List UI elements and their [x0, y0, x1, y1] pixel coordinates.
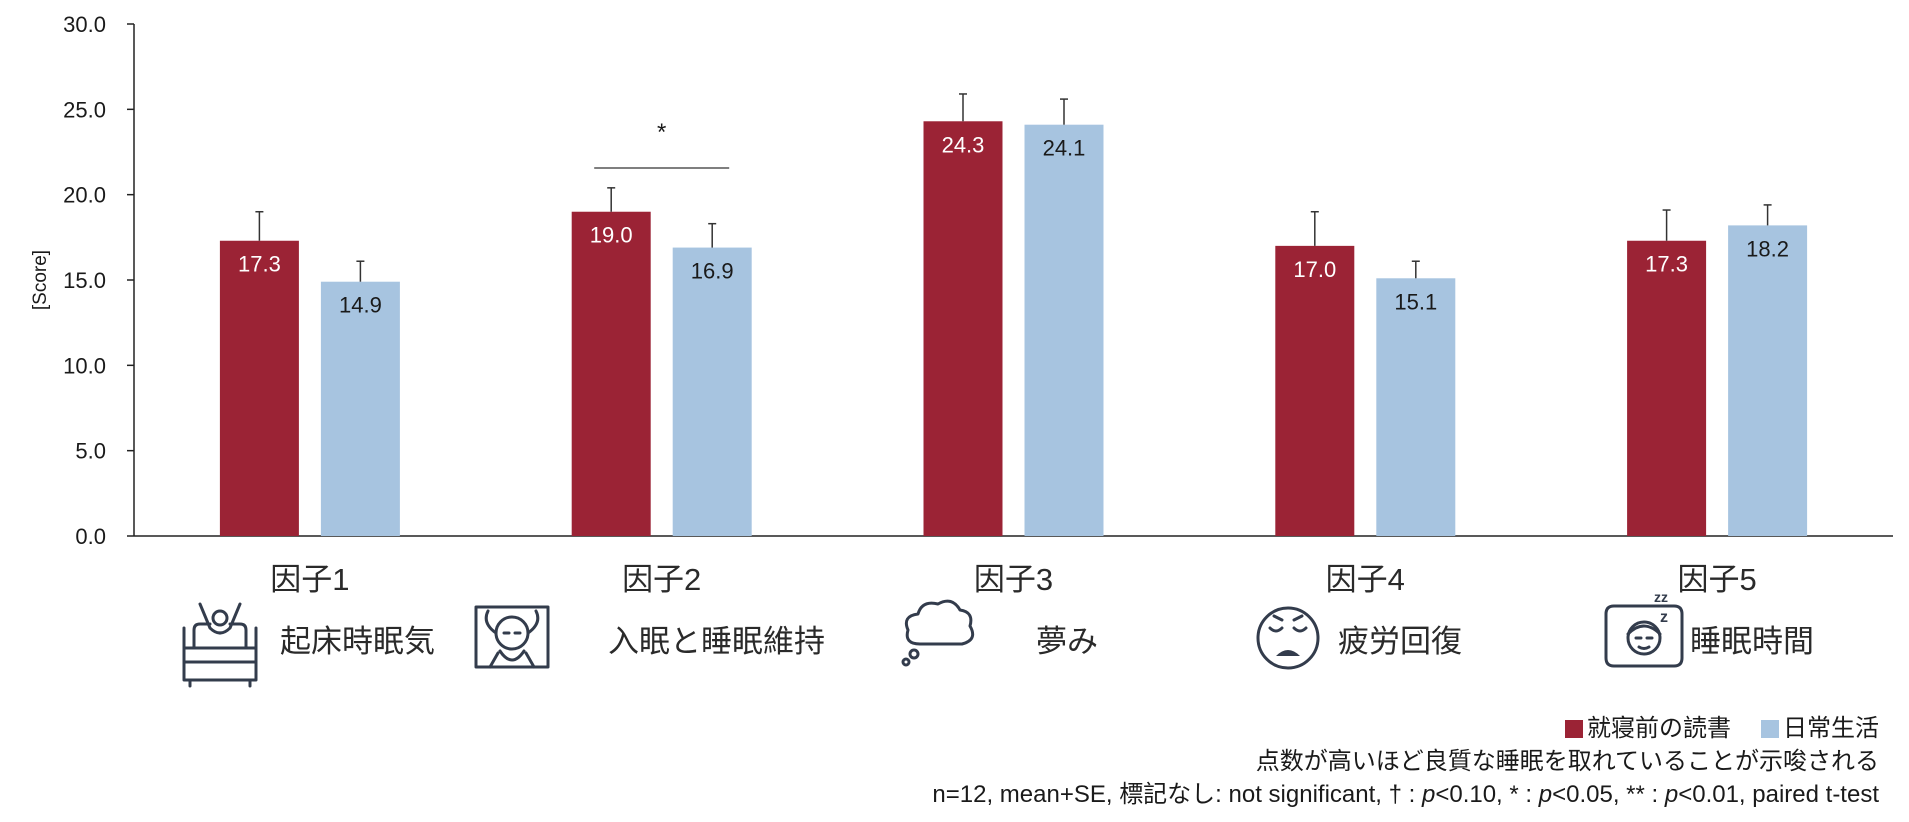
- data-label: 17.0: [1293, 257, 1336, 282]
- icon-stroke: [198, 602, 242, 635]
- y-tick-label: 15.0: [63, 268, 106, 293]
- icon-stroke: [1604, 604, 1684, 668]
- y-tick-label: 5.0: [75, 439, 106, 464]
- data-label: 15.1: [1394, 289, 1437, 314]
- value-labels: 17.3 14.9 19.0 16.9 24.3 24.1 17.0 15.1 17.3 18.2…: [238, 119, 1789, 318]
- axes: 0.0 5.0 10.0 15.0 20.0 25.0 30.0 [Score]: [30, 12, 1893, 549]
- tired-face-icon: [1256, 606, 1320, 670]
- icon-stroke: [494, 615, 530, 651]
- bar: [219, 240, 299, 536]
- data-label: 19.0: [590, 223, 633, 248]
- data-label: 24.3: [942, 132, 985, 157]
- legend: 就寝前の読書 日常生活: [932, 712, 1879, 745]
- legend-item-daily: 日常生活: [1761, 712, 1879, 745]
- sleeping-zzz-icon: zzz: [1604, 589, 1684, 668]
- icon-stroke: [901, 657, 911, 667]
- bars: [219, 93, 1808, 537]
- note-stat-p: p: [1664, 781, 1679, 808]
- icon-fill: [1276, 650, 1300, 656]
- data-label: 17.3: [238, 252, 281, 277]
- category-label: 因子5: [1677, 562, 1756, 597]
- icon-stroke: [1256, 606, 1320, 670]
- data-label: 18.2: [1746, 236, 1789, 261]
- legend-label-reading: 就寝前の読書: [1587, 715, 1731, 742]
- chart-notes: 就寝前の読書 日常生活 点数が高いほど良質な睡眠を取れていることが示唆される n…: [932, 712, 1879, 811]
- bar: [1627, 240, 1707, 536]
- icon-zzz: z: [1660, 609, 1668, 626]
- note-stat-part: <0.10, * :: [1435, 781, 1539, 808]
- note-stat-p: p: [1538, 781, 1553, 808]
- y-tick-label: 30.0: [63, 12, 106, 37]
- note-stat-p: p: [1421, 781, 1436, 808]
- data-label: 16.9: [691, 259, 734, 284]
- y-axis-label: [Score]: [30, 250, 51, 310]
- bar: [672, 247, 752, 536]
- bar: [1728, 225, 1808, 537]
- factor-name: 睡眠時間: [1690, 624, 1814, 659]
- factor-name: 起床時眠気: [280, 624, 435, 659]
- bar: [571, 211, 651, 536]
- icon-stroke: [904, 599, 975, 646]
- legend-label-daily: 日常生活: [1783, 715, 1879, 742]
- icon-stroke: [211, 609, 229, 627]
- note-interpretation: 点数が高いほど良質な睡眠を取れていることが示唆される: [1255, 748, 1879, 775]
- icon-stroke: [908, 648, 920, 660]
- significance-marker: *: [657, 119, 666, 146]
- icon-stroke: [182, 626, 258, 688]
- data-label: 17.3: [1645, 252, 1688, 277]
- bar: [1275, 245, 1355, 536]
- icon-stroke: [1626, 620, 1662, 656]
- y-tick-label: 20.0: [63, 183, 106, 208]
- data-label: 24.1: [1043, 136, 1086, 161]
- legend-swatch-daily: [1761, 719, 1779, 738]
- waking-in-bed-icon: [182, 602, 258, 688]
- bar: [1024, 124, 1104, 537]
- bar: [320, 281, 400, 536]
- note-stat-part: <0.05, ** :: [1552, 781, 1665, 808]
- icon-stroke: [1626, 624, 1662, 650]
- category-label: 因子3: [974, 562, 1053, 597]
- category-label: 因子1: [270, 562, 349, 597]
- y-tick-label: 25.0: [63, 97, 106, 122]
- category-labels: 因子1 因子2 因子3 因子4 因子5: [270, 562, 1756, 597]
- note-statistics: n=12, mean+SE, 標記なし: not significant, † …: [932, 778, 1879, 811]
- factor-name: 夢み: [1036, 624, 1098, 659]
- y-tick-label: 0.0: [75, 524, 106, 549]
- sleeping-head-icon: [474, 605, 550, 669]
- legend-item-reading: 就寝前の読書: [1565, 712, 1731, 745]
- icon-stroke: [484, 609, 540, 669]
- data-label: 14.9: [339, 293, 382, 318]
- legend-swatch-reading: [1565, 719, 1583, 738]
- note-stat-part: <0.01, paired t-test: [1678, 781, 1879, 808]
- factor-name: 疲労回復: [1338, 624, 1462, 659]
- category-label: 因子2: [622, 562, 701, 597]
- bar: [923, 121, 1003, 536]
- dream-cloud-icon: [901, 599, 975, 667]
- icon-zzz: zz: [1654, 589, 1668, 605]
- y-tick-label: 10.0: [63, 353, 106, 378]
- icon-stroke: [1268, 614, 1308, 633]
- icon-stroke: [474, 605, 550, 669]
- category-label: 因子4: [1326, 562, 1405, 597]
- note-stat-part: n=12, mean+SE, 標記なし: not significant, † …: [932, 781, 1422, 808]
- icon-stroke: [192, 622, 248, 650]
- factor-name: 入眠と睡眠維持: [608, 624, 825, 659]
- bar: [1376, 278, 1456, 536]
